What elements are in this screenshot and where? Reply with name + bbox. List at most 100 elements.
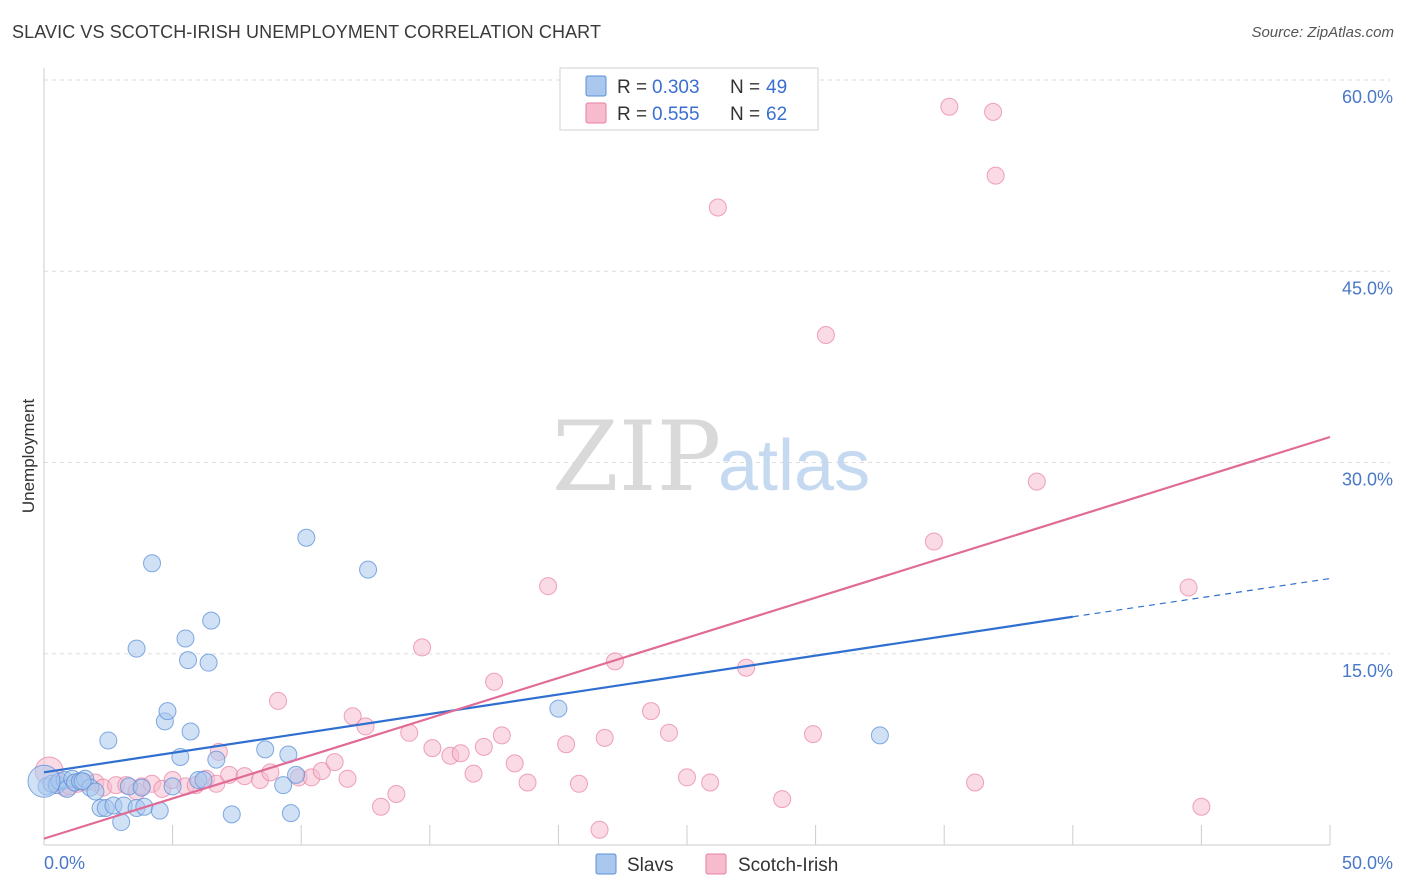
scotch-legend-swatch bbox=[585, 102, 607, 124]
watermark-atlas: atlas bbox=[718, 426, 870, 506]
slavs-point bbox=[199, 653, 218, 672]
scotch-irish-point bbox=[595, 728, 614, 747]
scotch-irish-point bbox=[678, 768, 696, 787]
scotch-r-label: R = bbox=[617, 104, 647, 125]
scotch-irish-point bbox=[485, 672, 504, 691]
y-tick-labels: 15.0% 30.0% 45.0% 60.0% bbox=[1342, 87, 1393, 681]
scotch-irish-point bbox=[492, 726, 511, 745]
slavs-point bbox=[287, 765, 306, 784]
scotch-irish-point bbox=[641, 702, 660, 721]
scotch-irish-point bbox=[924, 532, 943, 551]
x-tick-label-min: 0.0% bbox=[44, 853, 85, 873]
slavs-point bbox=[359, 560, 378, 579]
slavs-point bbox=[158, 702, 177, 721]
scotch-irish-point bbox=[569, 774, 588, 793]
scotch-irish-point bbox=[261, 763, 280, 782]
scotch-irish-point bbox=[505, 754, 524, 773]
scotch-irish-point bbox=[474, 737, 493, 756]
scotch-irish-point bbox=[940, 97, 959, 116]
watermark: ZIP atlas bbox=[552, 401, 870, 513]
scotch-irish-point bbox=[464, 764, 483, 783]
slavs-point bbox=[207, 750, 226, 769]
slavs-point bbox=[870, 726, 889, 745]
scotch-irish-point bbox=[1179, 578, 1198, 597]
slavs-point bbox=[176, 629, 195, 648]
legend-slavs-swatch bbox=[595, 853, 617, 875]
slavs-point bbox=[297, 528, 316, 547]
scotch-irish-point bbox=[1192, 797, 1211, 816]
scotch-irish-point bbox=[269, 691, 288, 710]
slavs-n-label: N = bbox=[730, 77, 760, 98]
scotch-irish-point bbox=[986, 166, 1005, 185]
slavs-point bbox=[549, 699, 568, 718]
scotch-n-label: N = bbox=[730, 104, 760, 125]
series-legend: Slavs Scotch-Irish bbox=[595, 853, 838, 876]
scotch-irish-point bbox=[557, 735, 576, 754]
scotch-irish-point bbox=[816, 326, 835, 344]
scotch-irish-point bbox=[708, 198, 727, 217]
slavs-point bbox=[127, 639, 146, 658]
scotch-irish-point bbox=[518, 773, 537, 792]
slavs-point bbox=[181, 722, 200, 741]
scotch-irish-point bbox=[984, 102, 1003, 121]
slavs-r-value: 0.303 bbox=[652, 77, 700, 98]
slavs-point bbox=[73, 772, 92, 791]
x-tick-label-max: 50.0% bbox=[1342, 853, 1393, 873]
scotch-irish-point bbox=[659, 723, 678, 742]
slavs-point bbox=[27, 764, 61, 798]
y-tick-label: 15.0% bbox=[1342, 661, 1393, 681]
scotch-irish-point bbox=[966, 773, 985, 792]
slavs-point bbox=[163, 777, 182, 796]
legend-scotch-swatch bbox=[705, 853, 727, 875]
y-tick-label: 45.0% bbox=[1342, 278, 1393, 298]
slavs-r-label: R = bbox=[617, 77, 647, 98]
scotch-irish-point bbox=[338, 769, 357, 788]
scotch-irish-point bbox=[371, 797, 390, 816]
y-tick-label: 30.0% bbox=[1342, 470, 1393, 490]
slavs-trend-line bbox=[43, 615, 1073, 774]
scotch-irish-point bbox=[451, 744, 470, 763]
slavs-point bbox=[256, 740, 275, 759]
y-tick-label: 60.0% bbox=[1342, 87, 1393, 107]
scotch-irish-point bbox=[423, 739, 442, 758]
scotch-irish-point bbox=[773, 790, 792, 809]
stats-legend: R = 0.303 N = 49 R = 0.555 N = 62 bbox=[559, 67, 819, 131]
slavs-point bbox=[281, 804, 300, 823]
slavs-trend-extension bbox=[1072, 577, 1331, 618]
scotch-irish-point bbox=[804, 725, 823, 744]
slavs-points bbox=[27, 528, 889, 832]
slavs-point bbox=[274, 776, 293, 795]
scotch-irish-point bbox=[325, 753, 344, 772]
legend-scotch-label: Scotch-Irish bbox=[738, 855, 838, 876]
scotch-r-value: 0.555 bbox=[652, 104, 700, 125]
grid-lines bbox=[44, 79, 1390, 655]
slavs-point bbox=[99, 731, 118, 750]
x-tick-labels: 0.0% 50.0% bbox=[44, 853, 1393, 873]
scotch-irish-trend-line bbox=[43, 435, 1331, 840]
scotch-irish-point bbox=[413, 638, 432, 657]
slavs-legend-swatch bbox=[585, 75, 607, 97]
slavs-point bbox=[222, 805, 241, 824]
slavs-point bbox=[179, 651, 198, 670]
scotch-irish-point bbox=[590, 820, 609, 839]
scotch-irish-point bbox=[701, 773, 720, 792]
scotch-irish-point bbox=[356, 717, 375, 736]
scotch-irish-point bbox=[1027, 472, 1046, 491]
y-axis-label: Unemployment bbox=[19, 399, 38, 514]
axes bbox=[43, 68, 1331, 846]
watermark-zip: ZIP bbox=[552, 401, 721, 513]
slavs-n-value: 49 bbox=[766, 77, 787, 98]
scotch-irish-point bbox=[387, 785, 406, 803]
slavs-point bbox=[202, 611, 221, 630]
scotch-irish-point bbox=[539, 577, 558, 596]
legend-slavs-label: Slavs bbox=[627, 855, 673, 876]
trend-lines bbox=[43, 435, 1331, 840]
slavs-point bbox=[143, 554, 162, 573]
scotch-n-value: 62 bbox=[766, 104, 787, 125]
source-label: Source: ZipAtlas.com bbox=[1251, 24, 1394, 41]
slavs-point bbox=[86, 782, 105, 801]
chart-title: SLAVIC VS SCOTCH-IRISH UNEMPLOYMENT CORR… bbox=[12, 22, 602, 42]
slavs-point bbox=[132, 778, 151, 797]
scotch-irish-point bbox=[312, 762, 331, 781]
